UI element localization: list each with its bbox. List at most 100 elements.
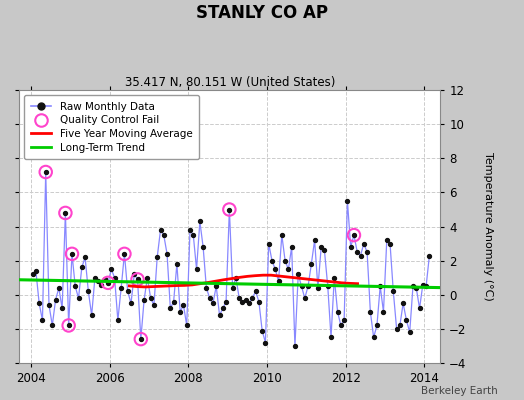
Point [327, 334, 335, 340]
Point [422, 283, 430, 290]
Point [412, 285, 420, 291]
Point [31, 268, 40, 274]
Point [81, 254, 89, 260]
Point [209, 300, 217, 306]
Point [143, 274, 151, 281]
Point [343, 198, 352, 204]
Point [88, 312, 96, 318]
Point [242, 297, 250, 303]
Point [186, 227, 194, 233]
Y-axis label: Temperature Anomaly (°C): Temperature Anomaly (°C) [483, 152, 493, 301]
Point [120, 251, 128, 257]
Point [35, 300, 43, 306]
Text: STANLY CO AP: STANLY CO AP [196, 4, 328, 22]
Point [153, 254, 161, 260]
Point [78, 264, 86, 271]
Point [383, 237, 391, 244]
Point [133, 276, 141, 283]
Point [333, 309, 342, 315]
Point [245, 300, 253, 306]
Point [425, 252, 433, 259]
Point [101, 276, 109, 283]
Point [353, 249, 362, 255]
Point [205, 295, 214, 301]
Point [320, 247, 329, 254]
Point [350, 232, 358, 238]
Point [379, 309, 388, 315]
Point [323, 283, 332, 290]
Point [278, 232, 286, 238]
Point [350, 232, 358, 238]
Point [248, 295, 257, 301]
Point [189, 232, 198, 238]
Point [195, 218, 204, 225]
Point [71, 283, 80, 290]
Point [61, 210, 70, 216]
Point [225, 206, 234, 213]
Point [104, 280, 112, 286]
Point [406, 329, 414, 336]
Point [232, 274, 240, 281]
Point [294, 271, 302, 278]
Point [392, 326, 401, 332]
Point [310, 237, 319, 244]
Point [301, 295, 309, 301]
Point [140, 297, 148, 303]
Point [120, 251, 128, 257]
Point [386, 240, 394, 247]
Point [137, 336, 145, 342]
Point [84, 288, 93, 294]
Point [160, 232, 168, 238]
Point [111, 274, 119, 281]
Point [61, 210, 70, 216]
Point [416, 305, 424, 312]
Point [228, 285, 237, 291]
Point [58, 305, 67, 312]
Point [219, 305, 227, 312]
Title: 35.417 N, 80.151 W (United States): 35.417 N, 80.151 W (United States) [125, 76, 335, 89]
Point [94, 278, 102, 284]
Point [199, 244, 208, 250]
Point [91, 274, 99, 281]
Point [268, 258, 276, 264]
Point [225, 206, 234, 213]
Point [336, 322, 345, 329]
Point [97, 281, 106, 288]
Point [373, 322, 381, 329]
Point [45, 302, 53, 308]
Point [359, 240, 368, 247]
Point [291, 343, 299, 349]
Point [41, 169, 50, 175]
Point [74, 295, 83, 301]
Point [288, 244, 296, 250]
Point [64, 322, 73, 329]
Point [363, 249, 372, 255]
Point [212, 283, 221, 290]
Point [48, 322, 57, 329]
Point [173, 261, 181, 267]
Point [340, 317, 348, 324]
Point [54, 285, 63, 291]
Point [38, 317, 47, 324]
Point [238, 298, 247, 305]
Point [166, 305, 174, 312]
Point [258, 327, 266, 334]
Point [330, 274, 339, 281]
Point [356, 252, 365, 259]
Point [402, 317, 411, 324]
Point [179, 302, 188, 308]
Point [255, 298, 263, 305]
Point [215, 312, 224, 318]
Point [150, 302, 158, 308]
Point [265, 240, 273, 247]
Point [419, 281, 427, 288]
Point [235, 295, 244, 301]
Point [192, 266, 201, 272]
Point [399, 300, 407, 306]
Point [389, 288, 398, 294]
Point [147, 295, 155, 301]
Point [281, 258, 289, 264]
Point [346, 244, 355, 250]
Point [156, 227, 165, 233]
Point [307, 261, 315, 267]
